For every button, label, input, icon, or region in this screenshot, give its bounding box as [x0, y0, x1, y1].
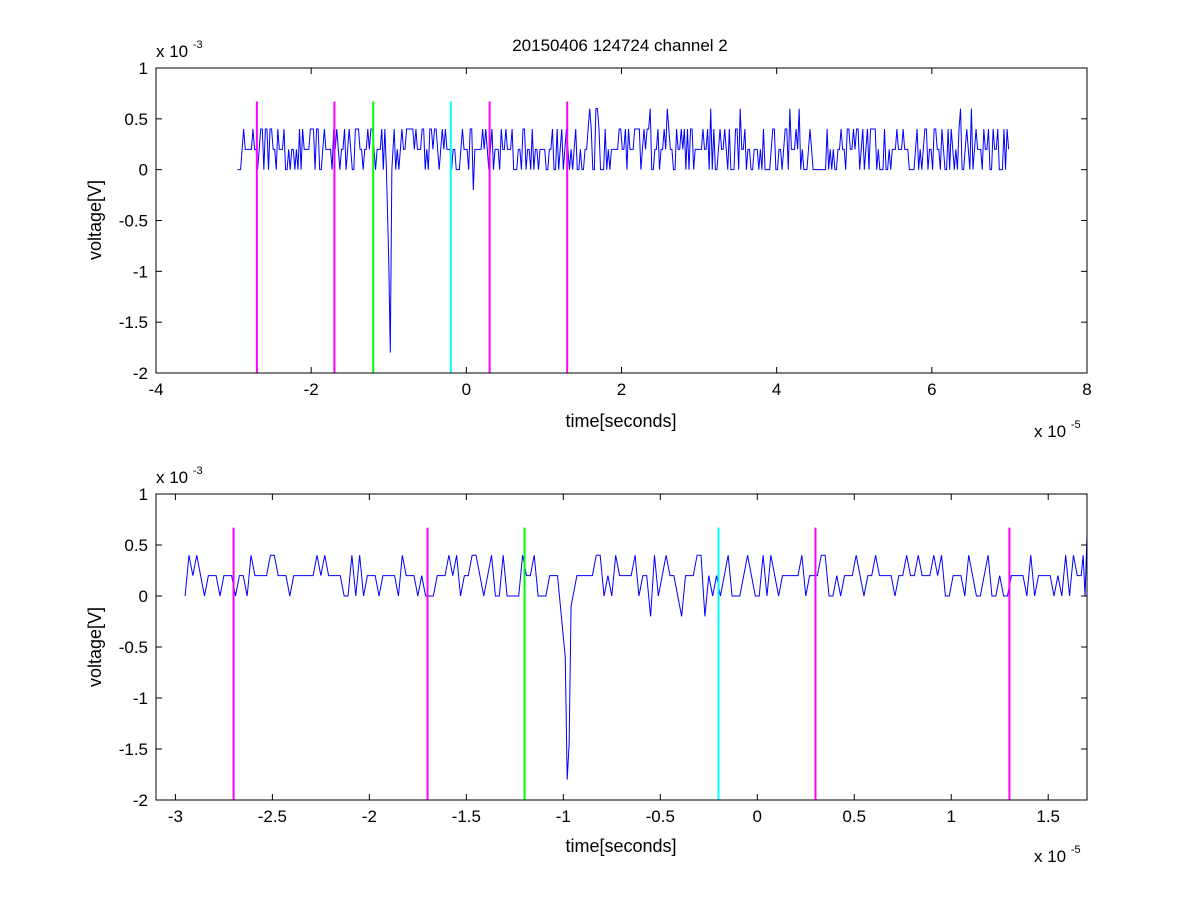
x-tick-label: -1.5	[452, 807, 481, 826]
x-exponent-bottom: x 10 -5	[1034, 844, 1081, 866]
axes-box-bottom	[155, 493, 1088, 801]
x-tick-label: 0	[753, 807, 762, 826]
y-tick-label: -0.5	[119, 212, 148, 231]
y-tick-label: 1	[139, 485, 148, 504]
ticks-bottom: -3 -2.5 -2 -1.5 -1 -0.5 0 0.5 1 1.5 -2 -1.5 -1 -0.5 0 0…	[119, 485, 1087, 826]
y-exponent-top: x 10 -3	[156, 39, 203, 61]
y-exponent-bottom: x 10 -3	[156, 465, 203, 487]
y-tick-label: -1	[133, 689, 148, 708]
x-tick-label: -3	[168, 807, 183, 826]
y-tick-label: -1.5	[119, 313, 148, 332]
axes-bottom: -3 -2.5 -2 -1.5 -1 -0.5 0 0.5 1 1.5 -2 -1.5 -1 -0.5 0 0…	[85, 465, 1088, 866]
x-tick-label: 0	[462, 380, 471, 399]
signal-trace	[184, 534, 1088, 780]
plot-area-top	[237, 101, 1010, 373]
y-exponent-power-bottom: -3	[193, 465, 203, 477]
y-tick-label: -2	[133, 364, 148, 383]
y-exponent-base-bottom: x 10	[156, 468, 188, 487]
y-tick-label: -1	[133, 262, 148, 281]
x-tick-label: -1	[556, 807, 571, 826]
y-exponent-base-top: x 10	[156, 42, 188, 61]
y-tick-label: 0.5	[124, 536, 148, 555]
x-exponent-base-top: x 10	[1034, 422, 1066, 441]
x-tick-label: 0.5	[842, 807, 866, 826]
x-tick-label: 2	[617, 380, 626, 399]
x-tick-label: -2.5	[258, 807, 287, 826]
x-exponent-base-bottom: x 10	[1034, 847, 1066, 866]
x-tick-label: 1	[946, 807, 955, 826]
x-tick-label: -4	[148, 380, 163, 399]
y-axis-label-top: voltage[V]	[85, 180, 105, 260]
y-tick-label: 1	[139, 59, 148, 78]
ticks-top: -4 -2 0 2 4 6 8-2-1.5-1-0.500.51	[119, 59, 1092, 399]
x-tick-label: 8	[1082, 380, 1091, 399]
y-tick-label: -0.5	[119, 638, 148, 657]
x-axis-label-top: time[seconds]	[565, 411, 676, 431]
x-tick-label: -0.5	[646, 807, 675, 826]
axes-box-top	[155, 67, 1088, 374]
signal-trace	[237, 108, 1010, 353]
figure-title: 20150406 124724 channel 2	[512, 36, 728, 55]
y-exponent-power-top: -3	[193, 39, 203, 51]
x-tick-label: 4	[772, 380, 781, 399]
x-tick-label: 6	[927, 380, 936, 399]
plot-area-bottom	[184, 527, 1088, 800]
axes-top: -4 -2 0 2 4 6 8-2-1.5-1-0.500.51 time[seconds]…	[85, 39, 1092, 441]
x-tick-label: -2	[304, 380, 319, 399]
x-exponent-power-top: -5	[1071, 419, 1081, 431]
x-tick-label: -2	[362, 807, 377, 826]
y-axis-label-bottom: voltage[V]	[85, 607, 105, 687]
y-tick-label: 0.5	[124, 110, 148, 129]
x-exponent-power-bottom: -5	[1071, 844, 1081, 856]
y-tick-label: -1.5	[119, 740, 148, 759]
y-tick-label: 0	[139, 587, 148, 606]
x-exponent-top: x 10 -5	[1034, 419, 1081, 441]
y-tick-label: 0	[139, 161, 148, 180]
x-tick-label: 1.5	[1036, 807, 1060, 826]
x-axis-label-bottom: time[seconds]	[565, 836, 676, 856]
y-tick-label: -2	[133, 791, 148, 810]
